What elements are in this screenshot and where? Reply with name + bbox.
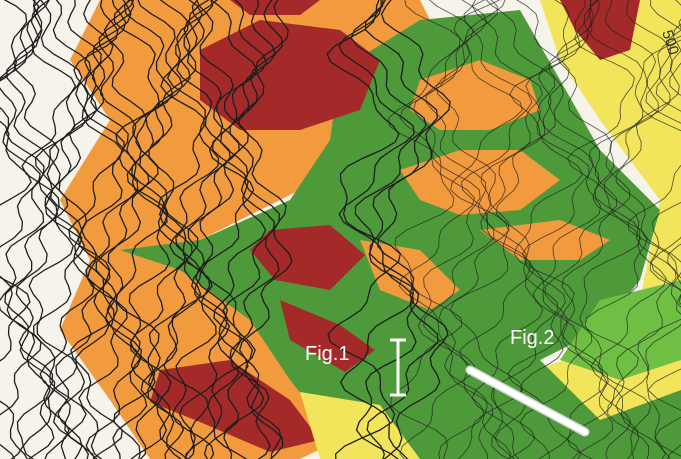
fig1-label: Fig.1 — [305, 343, 349, 365]
geologic-map: 500 Fig.1 Fig.2 — [0, 0, 681, 459]
page: 500 Fig.1 Fig.2 — [0, 0, 681, 459]
fig2-label: Fig.2 — [510, 327, 554, 349]
